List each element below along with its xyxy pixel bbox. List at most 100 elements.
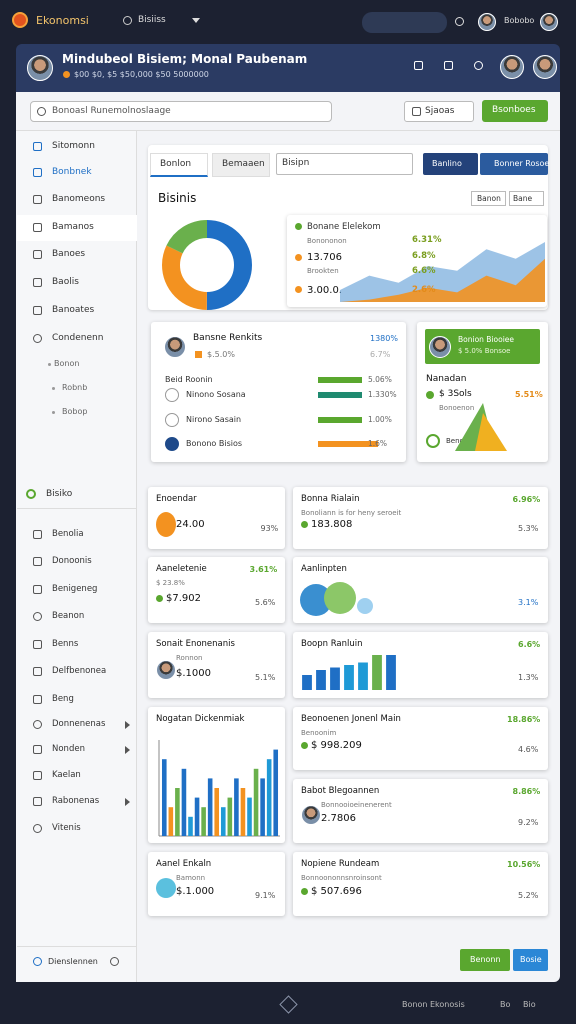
card bbox=[293, 707, 548, 770]
card-value: $7.902 bbox=[166, 593, 201, 604]
bar bbox=[386, 655, 396, 690]
search-pill[interactable] bbox=[362, 12, 447, 33]
select[interactable] bbox=[471, 191, 506, 206]
card-value: $.1000 bbox=[176, 668, 211, 679]
chevron[interactable] bbox=[192, 18, 200, 24]
bar bbox=[344, 665, 354, 690]
big-bar-axis bbox=[158, 740, 280, 837]
button[interactable] bbox=[480, 153, 548, 175]
search-placeholder: Bonoasl Runemolnoslaage bbox=[52, 106, 171, 116]
button[interactable] bbox=[460, 949, 510, 971]
ranking-card bbox=[151, 322, 406, 462]
card-icon bbox=[156, 512, 176, 537]
avatar bbox=[478, 13, 496, 31]
shape bbox=[324, 582, 356, 614]
primary-button[interactable] bbox=[482, 100, 548, 122]
row-pct: 1.00% bbox=[368, 415, 392, 424]
pct: 6.7% bbox=[370, 350, 391, 359]
card-value: 183.808 bbox=[311, 519, 353, 530]
tab[interactable] bbox=[212, 153, 270, 177]
sidebar-footer: Dienslennen bbox=[48, 957, 98, 966]
bar bbox=[175, 788, 180, 836]
footer-link: Bo bbox=[500, 1000, 511, 1009]
icon bbox=[455, 17, 464, 26]
icon bbox=[33, 168, 42, 177]
tab[interactable] bbox=[150, 153, 208, 177]
button[interactable] bbox=[423, 153, 478, 175]
legend-label: Bonane Elelekom bbox=[307, 222, 381, 232]
nav-item: Rabonenas bbox=[52, 796, 100, 806]
icon bbox=[33, 278, 42, 287]
footer-link: Bonon Ekonosis bbox=[402, 1000, 465, 1009]
label: Bonononon bbox=[307, 237, 347, 245]
row-bar bbox=[318, 392, 362, 398]
search-input[interactable] bbox=[30, 101, 332, 122]
pct: 6.6% bbox=[412, 266, 436, 276]
icon bbox=[33, 612, 42, 621]
expand-arrow[interactable] bbox=[125, 746, 131, 754]
promo-label: Nanadan bbox=[426, 374, 467, 384]
promo-value: $ 3Sols bbox=[439, 389, 472, 399]
card-value: $ 998.209 bbox=[311, 740, 362, 751]
expand-arrow[interactable] bbox=[125, 798, 131, 806]
bar bbox=[247, 797, 252, 836]
bullet bbox=[52, 387, 55, 390]
card-title: Bonna Rialain bbox=[301, 494, 360, 504]
promo-sub2: Bonoenon bbox=[439, 404, 475, 412]
nav-item: Benns bbox=[52, 639, 79, 649]
nav-item: Beng bbox=[52, 694, 74, 704]
row-bar bbox=[318, 441, 378, 447]
icon bbox=[33, 957, 42, 966]
icon bbox=[33, 797, 42, 806]
card-pct: 4.6% bbox=[518, 745, 539, 754]
donut bbox=[162, 220, 252, 310]
filter-button[interactable] bbox=[404, 101, 474, 122]
promo-sub: $ 5.0% Bonsoe bbox=[458, 347, 511, 355]
promo-icon bbox=[426, 434, 440, 448]
icon bbox=[412, 107, 421, 116]
nav-item: Donoonis bbox=[52, 556, 92, 566]
section-icon bbox=[26, 489, 36, 499]
card-badge: 10.56% bbox=[507, 860, 541, 869]
avatar bbox=[540, 13, 558, 31]
card bbox=[293, 487, 548, 549]
icon bbox=[110, 957, 119, 966]
bar bbox=[273, 749, 279, 836]
icon bbox=[33, 745, 42, 754]
avatar bbox=[301, 805, 321, 825]
icon bbox=[33, 250, 42, 259]
header-title: Mindubeol Bisiem; Monal Paubenam bbox=[62, 52, 308, 66]
select[interactable] bbox=[276, 153, 413, 175]
dot bbox=[63, 71, 70, 78]
icon bbox=[33, 667, 42, 676]
icon bbox=[33, 585, 42, 594]
icon bbox=[123, 16, 132, 25]
label: Brookten bbox=[307, 267, 339, 275]
avatar bbox=[156, 660, 176, 680]
card-title: Nogatan Dickenmiak bbox=[156, 714, 245, 724]
header-subtitle: $00 $0, $5 $50,000 $50 5000000 bbox=[74, 70, 209, 79]
bar bbox=[168, 807, 174, 836]
bar bbox=[260, 778, 265, 836]
dot bbox=[301, 888, 308, 895]
row-pct: 1.330% bbox=[368, 390, 397, 399]
icon bbox=[33, 557, 42, 566]
row-icon bbox=[165, 388, 179, 402]
dot bbox=[301, 742, 308, 749]
nav-item: Sitomonn bbox=[52, 141, 95, 151]
footer-link: Bio bbox=[523, 1000, 536, 1009]
expand-arrow[interactable] bbox=[125, 721, 131, 729]
user-name: Bobobo bbox=[504, 16, 535, 25]
avatar bbox=[533, 55, 557, 79]
icon bbox=[444, 61, 453, 70]
card-title: Babot Blegoannen bbox=[301, 786, 380, 796]
nav-item: Bamanos bbox=[52, 222, 94, 232]
button[interactable] bbox=[513, 949, 548, 971]
select[interactable] bbox=[509, 191, 544, 206]
card-title: Beonoenen Jonenl Main bbox=[301, 714, 401, 724]
header bbox=[16, 44, 560, 92]
icon bbox=[33, 695, 42, 704]
card-title: Aanlinpten bbox=[301, 564, 347, 574]
card-pct: 5.6% bbox=[255, 598, 276, 607]
